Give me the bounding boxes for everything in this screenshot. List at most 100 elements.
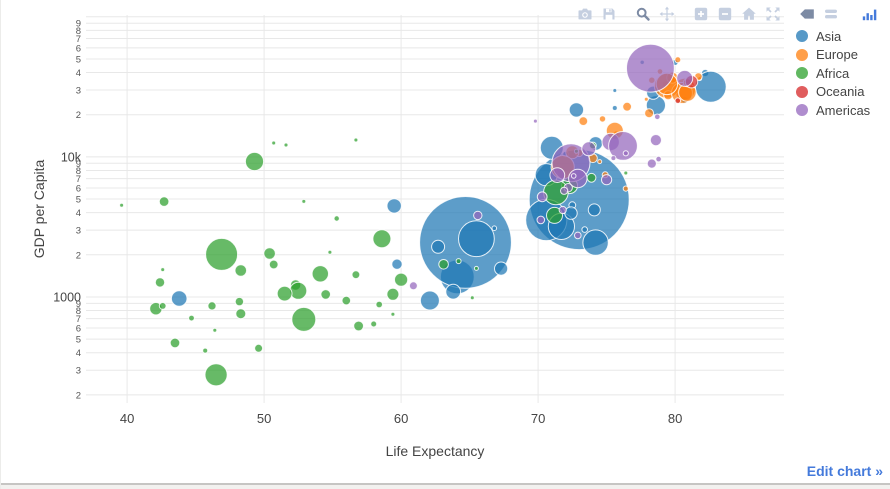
- data-point-bubble: [234, 264, 248, 277]
- zoom-icon[interactable]: [631, 3, 655, 25]
- zoom-in-icon[interactable]: [689, 3, 713, 25]
- data-point-bubble: [333, 215, 340, 222]
- legend-marker-africa: [796, 67, 808, 80]
- legend-item-americas[interactable]: Americas: [796, 101, 870, 120]
- y-tick-label-minor: 2: [76, 390, 81, 401]
- reset-axes-icon[interactable]: [737, 3, 761, 25]
- legend-marker-americas: [796, 104, 808, 117]
- legend-marker-asia: [796, 30, 808, 43]
- autoscale-icon[interactable]: [761, 3, 785, 25]
- y-tick-label-minor: 3: [76, 86, 81, 97]
- y-tick-label-minor: 3: [76, 226, 81, 237]
- data-point-bubble: [455, 258, 462, 265]
- y-tick-label-minor: 6: [76, 324, 81, 335]
- y-tick-label-minor: 8: [76, 26, 81, 37]
- legend-label: Europe: [816, 47, 858, 63]
- hover-compare-icon[interactable]: [819, 3, 843, 25]
- data-point-bubble: [570, 173, 577, 179]
- data-point-bubble: [283, 142, 289, 148]
- y-tick-label-major: 10k: [61, 150, 82, 164]
- y-tick-label-minor: 5: [76, 195, 81, 206]
- bubble-layer: [119, 43, 727, 387]
- data-point-bubble: [353, 320, 365, 332]
- data-point-bubble: [608, 131, 638, 161]
- data-point-bubble: [558, 205, 567, 215]
- legend-label: Americas: [816, 102, 871, 118]
- data-point-bubble: [327, 249, 333, 255]
- data-point-bubble: [205, 237, 239, 271]
- data-point-bubble: [276, 285, 293, 302]
- y-tick-label-minor: 7: [76, 174, 81, 185]
- legend-item-africa[interactable]: Africa: [796, 64, 870, 83]
- data-point-bubble: [610, 155, 617, 162]
- data-point-bubble: [372, 229, 392, 249]
- data-point-bubble: [212, 327, 218, 333]
- data-point-bubble: [644, 108, 655, 119]
- data-point-bubble: [254, 343, 264, 353]
- legend-marker-oceania: [796, 85, 808, 98]
- legend-item-europe[interactable]: Europe: [796, 46, 870, 65]
- y-tick-label-minor: 8: [76, 306, 81, 317]
- legend-label: Oceania: [816, 84, 865, 100]
- data-point-bubble: [560, 186, 569, 195]
- data-point-bubble: [536, 215, 546, 225]
- data-point-bubble: [654, 113, 661, 121]
- data-point-bubble: [375, 300, 384, 309]
- y-axis-title: GDP per Capita: [31, 159, 47, 259]
- camera-icon[interactable]: [573, 3, 597, 25]
- y-tick-label-major: 1000: [53, 290, 81, 304]
- data-point-bubble: [170, 290, 188, 307]
- data-point-bubble: [655, 155, 662, 163]
- data-point-bubble: [626, 43, 675, 93]
- data-point-bubble: [408, 281, 418, 291]
- y-tick-label-minor: 5: [76, 54, 81, 65]
- data-point-bubble: [160, 267, 166, 273]
- data-point-bubble: [622, 150, 629, 157]
- y-tick-label-minor: 8: [76, 166, 81, 177]
- data-point-bubble: [649, 134, 663, 147]
- y-tick-label-minor: 9: [76, 159, 81, 170]
- hover-closest-icon[interactable]: [795, 3, 819, 25]
- legend-item-asia[interactable]: Asia: [796, 27, 870, 46]
- data-point-bubble: [207, 301, 217, 311]
- x-tick-label: 80: [668, 411, 682, 426]
- y-tick-label-minor: 9: [76, 19, 81, 30]
- plotly-logo[interactable]: [855, 3, 885, 25]
- y-tick-label-minor: 6: [76, 183, 81, 194]
- y-tick-label-minor: 4: [76, 208, 81, 219]
- x-tick-label: 70: [531, 411, 545, 426]
- data-point-bubble: [351, 270, 361, 280]
- y-tick-label-minor: 5: [76, 335, 81, 346]
- data-point-bubble: [271, 140, 277, 146]
- pan-icon[interactable]: [655, 3, 679, 25]
- data-point-bubble: [268, 259, 279, 270]
- y-tick-label-minor: 2: [76, 110, 81, 121]
- data-point-bubble: [574, 231, 582, 240]
- data-point-bubble: [431, 239, 446, 254]
- data-point-bubble: [494, 261, 509, 276]
- data-point-bubble: [158, 302, 167, 310]
- data-point-bubble: [674, 56, 682, 64]
- zoom-out-icon[interactable]: [713, 3, 737, 25]
- data-point-bubble: [390, 311, 396, 317]
- data-point-bubble: [320, 289, 332, 300]
- embed-bottom-bar: [1, 483, 890, 489]
- data-point-bubble: [291, 306, 317, 332]
- data-point-bubble: [188, 314, 195, 322]
- data-point-bubble: [568, 102, 585, 118]
- data-point-bubble: [386, 198, 402, 214]
- data-point-bubble: [582, 229, 609, 256]
- data-point-bubble: [586, 172, 597, 183]
- data-point-bubble: [473, 210, 483, 221]
- edit-chart-link[interactable]: Edit chart »: [806, 463, 883, 479]
- save-icon[interactable]: [597, 3, 621, 25]
- data-point-bubble: [601, 174, 613, 186]
- data-point-bubble: [598, 115, 607, 123]
- legend-label: Asia: [816, 28, 842, 44]
- data-point-bubble: [597, 159, 603, 165]
- legend-label: Africa: [816, 65, 850, 81]
- legend-item-oceania[interactable]: Oceania: [796, 83, 870, 102]
- data-point-bubble: [643, 96, 649, 102]
